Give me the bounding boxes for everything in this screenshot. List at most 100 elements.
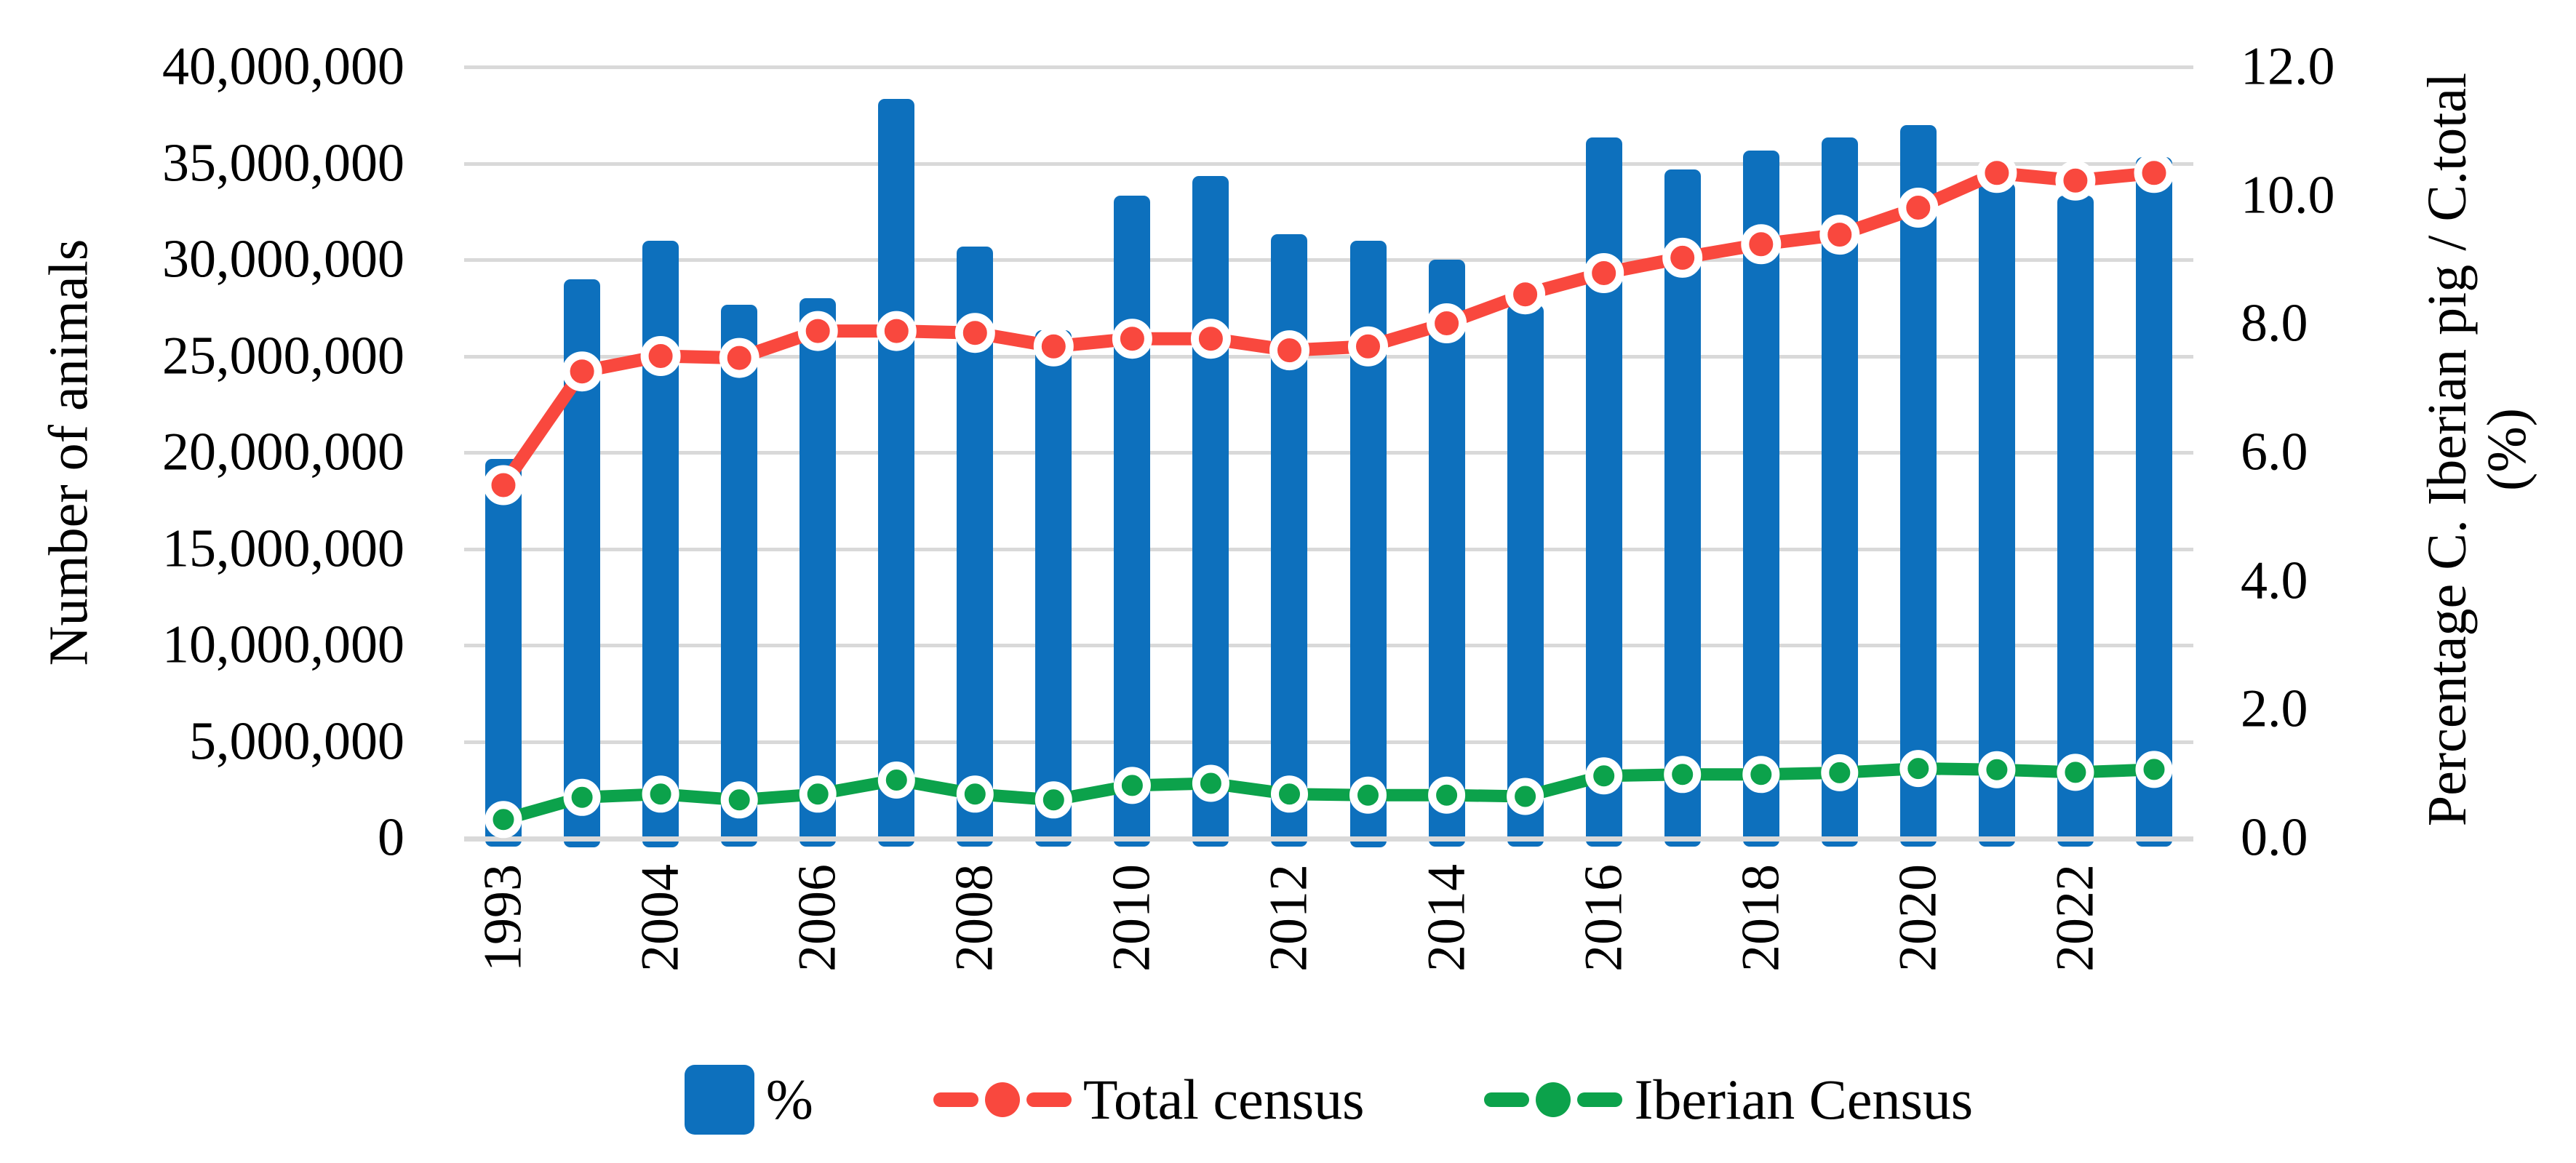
iberian-census-marker-2017 <box>1664 756 1702 794</box>
iberian-census-marker-2015 <box>1507 778 1544 815</box>
plot-area <box>464 65 2193 847</box>
bar-2011 <box>1192 176 1229 847</box>
gridline <box>464 355 2193 359</box>
right-axis-title-line1: Percentage C. Iberian pig / C.total <box>2416 72 2478 827</box>
legend: % Total census Iberian Census <box>464 1056 2193 1143</box>
x-tick-label-2022: 2022 <box>2045 864 2105 972</box>
right-tick-label: 12.0 <box>2241 36 2335 97</box>
x-tick-label-2014: 2014 <box>1416 864 1477 972</box>
total-census-line <box>497 166 2161 492</box>
total-census-marker-2012 <box>1269 330 1309 371</box>
legend-dash-icon <box>933 1092 978 1107</box>
legend-item-iberian-census: Iberian Census <box>1484 1067 1973 1132</box>
bar-2019 <box>1822 137 1858 847</box>
total-census-marker-2020 <box>1898 188 1939 228</box>
gridline <box>464 162 2193 166</box>
bar-2005 <box>721 305 757 847</box>
iberian-census-marker-2019 <box>1821 754 1859 791</box>
gridline <box>464 548 2193 551</box>
total-census-marker-2009 <box>1033 326 1074 367</box>
left-tick-label: 25,000,000 <box>162 326 404 386</box>
gridline <box>464 258 2193 262</box>
legend-dot-icon <box>984 1082 1020 1117</box>
x-tick-label-2006: 2006 <box>787 864 848 972</box>
left-tick-label: 40,000,000 <box>162 36 404 97</box>
total-census-marker-2003 <box>562 351 602 392</box>
iberian-census-marker-2016 <box>1585 757 1623 795</box>
gridline <box>464 65 2193 69</box>
bar-2015 <box>1507 305 1544 847</box>
total-census-marker-2016 <box>1584 253 1624 293</box>
bar-2022 <box>2057 196 2094 847</box>
left-tick-label: 30,000,000 <box>162 229 404 289</box>
bar-2010 <box>1114 196 1150 847</box>
total-census-marker-2011 <box>1190 319 1231 359</box>
x-tick-label-2018: 2018 <box>1731 864 1791 972</box>
iberian-census-marker-2022 <box>2057 754 2094 791</box>
left-tick-label: 10,000,000 <box>162 615 404 675</box>
bar-2014 <box>1429 260 1465 847</box>
iberian-census-marker-2009 <box>1034 781 1072 819</box>
total-census-marker-2013 <box>1348 326 1388 367</box>
x-tick-label-2008: 2008 <box>944 864 1005 972</box>
right-axis-title-line2: (%) <box>2476 408 2537 491</box>
iberian-census-marker-2021 <box>1978 751 2016 788</box>
bar-2007 <box>878 99 914 847</box>
total-census-marker-2015 <box>1505 274 1546 315</box>
total-census-marker-1993 <box>483 465 524 505</box>
total-census-marker-2010 <box>1112 319 1152 359</box>
right-tick-label: 6.0 <box>2241 422 2308 482</box>
iberian-census-marker-2020 <box>1899 750 1937 788</box>
total-census-marker-2019 <box>1819 215 1860 255</box>
bar-2020 <box>1900 125 1937 847</box>
left-tick-label: 0 <box>378 807 404 868</box>
legend-total-census-line-marker-icon <box>933 1081 1072 1119</box>
legend-label-percent: % <box>765 1068 813 1131</box>
right-tick-label: 10.0 <box>2241 165 2335 225</box>
total-census-marker-2014 <box>1427 303 1467 343</box>
iberian-census-marker-2008 <box>956 775 994 813</box>
bar-2021 <box>1979 183 2015 847</box>
legend-bar-swatch <box>684 1065 754 1135</box>
iberian-census-marker-2007 <box>877 762 915 799</box>
iberian-census-marker-2012 <box>1271 775 1308 813</box>
gridline <box>464 740 2193 744</box>
total-census-marker-2005 <box>719 337 759 378</box>
total-census-marker-2021 <box>1977 153 2017 193</box>
total-census-marker-2017 <box>1662 237 1703 278</box>
legend-item-total-census: Total census <box>933 1067 1365 1132</box>
gridline <box>464 451 2193 455</box>
total-census-marker-2023 <box>2134 153 2174 193</box>
total-census-marker-2022 <box>2055 160 2096 201</box>
legend-iberian-census-line-marker-icon <box>1484 1081 1623 1119</box>
total-census-marker-2007 <box>876 311 917 351</box>
iberian-census-marker-2006 <box>799 775 837 813</box>
total-census-marker-2004 <box>640 336 681 376</box>
left-tick-label: 20,000,000 <box>162 422 404 482</box>
iberian-census-marker-1993 <box>485 801 522 839</box>
iberian-census-marker-2010 <box>1113 767 1151 804</box>
right-tick-label: 8.0 <box>2241 293 2308 353</box>
legend-item-percent: % <box>684 1065 813 1135</box>
right-axis-title: Percentage C. Iberian pig / C.total (%) <box>2417 73 2537 826</box>
bar-1993 <box>485 459 522 847</box>
x-tick-label-2016: 2016 <box>1574 864 1634 972</box>
total-census-marker-2008 <box>954 313 995 353</box>
left-tick-label: 35,000,000 <box>162 133 404 193</box>
bar-2023 <box>2136 157 2172 847</box>
legend-dash-icon <box>1577 1092 1623 1107</box>
total-census-marker-2018 <box>1741 224 1782 265</box>
total-census-marker-2006 <box>797 311 838 351</box>
bar-2018 <box>1743 151 1779 847</box>
line-series-layer <box>483 153 2174 839</box>
legend-label-iberian-census: Iberian Census <box>1634 1068 1974 1131</box>
legend-label-total-census: Total census <box>1082 1068 1365 1131</box>
iberian-census-marker-2003 <box>563 778 601 816</box>
left-axis-title: Number of animals <box>38 239 100 666</box>
x-tick-label-2020: 2020 <box>1888 864 1948 972</box>
bar-2009 <box>1035 330 1072 847</box>
left-tick-label: 5,000,000 <box>189 711 404 772</box>
left-tick-label: 15,000,000 <box>162 519 404 579</box>
x-axis-baseline <box>464 836 2193 842</box>
